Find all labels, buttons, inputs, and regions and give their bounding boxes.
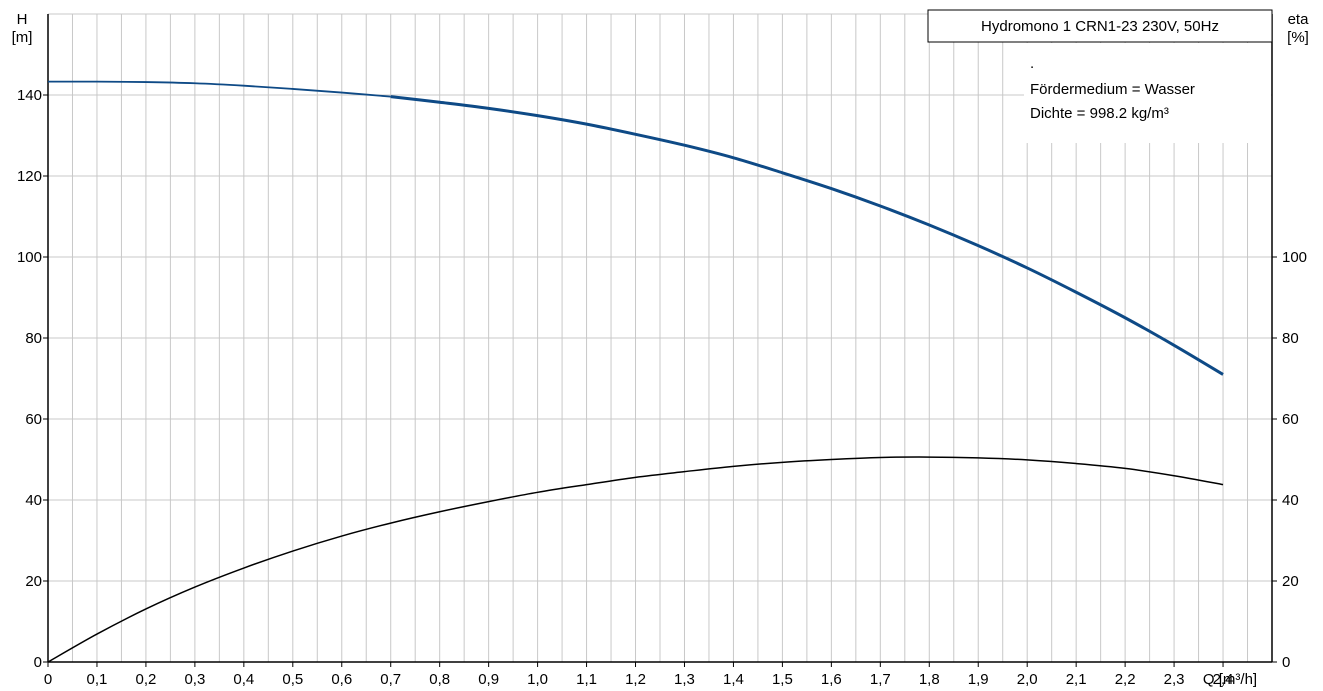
y-left-tick-label: 60 xyxy=(25,411,42,428)
y-right-tick-label: 80 xyxy=(1282,330,1299,347)
x-tick-label: 1,6 xyxy=(821,671,842,688)
x-tick-label: 0,5 xyxy=(282,671,303,688)
x-tick-label: 0,6 xyxy=(331,671,352,688)
x-tick-label: 0,1 xyxy=(87,671,108,688)
chart-title: Hydromono 1 CRN1-23 230V, 50Hz xyxy=(981,18,1219,35)
y-right-tick-label: 40 xyxy=(1282,492,1299,509)
y-left-axis-title: H xyxy=(17,11,28,28)
x-tick-label: 2,3 xyxy=(1164,671,1185,688)
y-left-axis-unit: [m] xyxy=(12,29,33,46)
y-right-tick-label: 100 xyxy=(1282,249,1307,266)
x-tick-label: 2,2 xyxy=(1115,671,1136,688)
title-frame xyxy=(927,9,1273,43)
x-tick-label: 0,8 xyxy=(429,671,450,688)
y-left-tick-label: 120 xyxy=(17,168,42,185)
x-tick-label: 1,5 xyxy=(772,671,793,688)
x-tick-label: 1,3 xyxy=(674,671,695,688)
info-line-density: Dichte = 998.2 kg/m³ xyxy=(1030,105,1169,122)
y-right-axis-unit: [%] xyxy=(1287,29,1309,46)
info-line-medium: Fördermedium = Wasser xyxy=(1030,81,1195,98)
x-tick-label: 0,2 xyxy=(135,671,156,688)
x-tick-label: 1,0 xyxy=(527,671,548,688)
x-axis-title: Q [m³/h] xyxy=(1203,671,1257,688)
info-line-dot: . xyxy=(1030,55,1034,72)
x-tick-label: 1,4 xyxy=(723,671,744,688)
x-tick-label: 0,3 xyxy=(184,671,205,688)
axes xyxy=(43,14,1277,667)
x-tick-label: 1,9 xyxy=(968,671,989,688)
x-tick-label: 0 xyxy=(44,671,52,688)
x-tick-label: 1,2 xyxy=(625,671,646,688)
series-curves xyxy=(47,80,1224,663)
x-tick-label: 2,0 xyxy=(1017,671,1038,688)
x-tick-label: 1,7 xyxy=(870,671,891,688)
head-curve xyxy=(390,95,1224,376)
y-left-tick-label: 0 xyxy=(34,654,42,671)
x-tick-label: 0,7 xyxy=(380,671,401,688)
head-curve-extension xyxy=(47,80,391,98)
x-tick-label: 1,8 xyxy=(919,671,940,688)
y-left-tick-label: 40 xyxy=(25,492,42,509)
x-tick-label: 1,1 xyxy=(576,671,597,688)
efficiency-curve xyxy=(47,456,1224,663)
y-right-tick-label: 60 xyxy=(1282,411,1299,428)
y-left-tick-label: 140 xyxy=(17,87,42,104)
x-tick-label: 0,9 xyxy=(478,671,499,688)
grid-lines xyxy=(48,13,1272,662)
x-tick-label: 0,4 xyxy=(233,671,254,688)
y-right-tick-label: 0 xyxy=(1282,654,1290,671)
y-left-tick-label: 20 xyxy=(25,573,42,590)
info-box: . Fördermedium = Wasser Dichte = 998.2 k… xyxy=(1024,43,1271,143)
y-right-axis-title: eta xyxy=(1288,11,1310,28)
title-box: Hydromono 1 CRN1-23 230V, 50Hz xyxy=(927,9,1273,43)
y-right-tick-label: 20 xyxy=(1282,573,1299,590)
axis-labels: 0 0,1 0,2 0,3 0,4 0,5 0,6 0,7 0,8 0,9 1,0 1,1 1,2 1,3… xyxy=(12,11,1310,688)
y-left-tick-label: 100 xyxy=(17,249,42,266)
x-tick-label: 2,1 xyxy=(1066,671,1087,688)
info-background xyxy=(1024,43,1271,143)
y-left-tick-label: 80 xyxy=(25,330,42,347)
x-tick-label: 2,4 xyxy=(1213,671,1234,688)
